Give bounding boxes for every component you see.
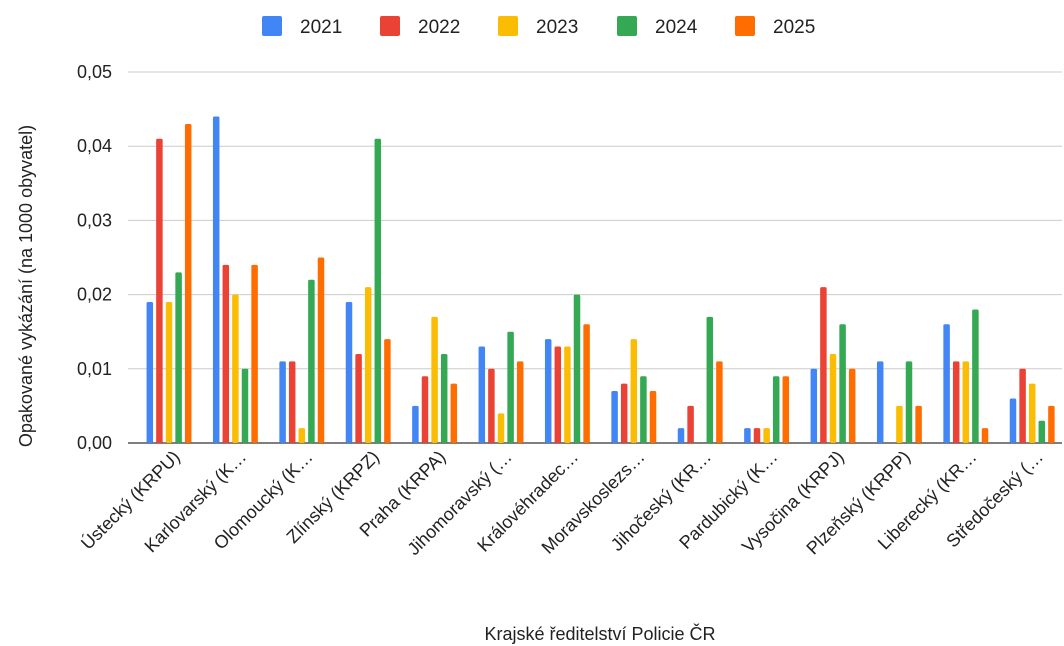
bar-2021-9: [744, 428, 751, 443]
y-tick-label: 0,02: [77, 285, 112, 305]
legend-swatch-2023: [498, 16, 518, 36]
bar-2021-5: [478, 346, 486, 443]
bar-2025-10: [848, 368, 856, 443]
bar-2025-2: [317, 257, 325, 443]
bar-2023-10: [829, 353, 837, 443]
y-tick-label: 0,00: [77, 433, 112, 453]
bar-2022-8: [687, 405, 694, 443]
bar-2024-12: [972, 309, 979, 443]
bar-2024-10: [839, 324, 846, 443]
legend-swatch-2021: [262, 16, 282, 36]
bar-2021-1: [212, 116, 220, 444]
bar-2024-7: [640, 376, 647, 443]
bar-2025-7: [649, 391, 657, 443]
legend-label-2024: 2024: [655, 17, 698, 38]
bar-2022-9: [753, 428, 761, 443]
bar-2021-2: [279, 361, 286, 443]
legend-label-2025: 2025: [773, 17, 815, 38]
bar-2022-6: [554, 346, 562, 443]
bar-2021-0: [146, 302, 154, 443]
bar-2022-3: [355, 353, 362, 443]
legend-swatch-2022: [380, 16, 400, 36]
bar-2024-3: [374, 138, 382, 443]
bar-2022-2: [288, 361, 296, 443]
bar-2021-6: [544, 339, 552, 443]
gridlines: [128, 71, 1062, 444]
bar-2022-5: [488, 368, 495, 443]
y-axis-title: Opakované vykázání (na 1000 obyvatel): [16, 125, 36, 447]
bar-2023-9: [763, 428, 770, 443]
bar-2022-7: [620, 383, 628, 443]
bar-2025-3: [384, 339, 391, 443]
bar-2024-13: [1038, 420, 1046, 443]
legend: 2021 2022 2023 2024 2025: [262, 16, 815, 38]
bar-2024-8: [706, 316, 714, 443]
bar-2023-0: [165, 302, 173, 443]
legend-swatch-2024: [617, 16, 637, 36]
bar-2025-1: [251, 264, 258, 443]
legend-label-2023: 2023: [536, 17, 578, 38]
bar-2021-11: [876, 361, 884, 443]
bar-2023-3: [364, 287, 372, 443]
bar-2023-13: [1028, 383, 1036, 443]
x-axis-title: Krajské ředitelství Policie ČR: [484, 623, 715, 644]
bar-2024-0: [175, 272, 182, 443]
bar-2024-4: [440, 353, 448, 443]
bar-2023-7: [630, 339, 638, 443]
bar-2025-6: [583, 324, 590, 443]
bar-2025-12: [981, 428, 989, 443]
bar-2023-11: [896, 405, 903, 443]
y-tick-label: 0,05: [77, 62, 112, 82]
bar-2023-1: [232, 294, 239, 443]
bar-2025-9: [782, 376, 790, 443]
bar-2025-0: [184, 123, 192, 443]
bar-2023-5: [497, 413, 505, 443]
y-tick-label: 0,01: [77, 359, 112, 379]
bar-2021-4: [412, 405, 419, 443]
bar-2023-12: [962, 361, 970, 443]
bar-2021-13: [1009, 398, 1017, 443]
bar-2022-4: [421, 376, 429, 443]
bar-2025-4: [450, 383, 458, 443]
bar-2025-13: [1048, 405, 1055, 443]
bar-2022-10: [820, 287, 827, 443]
bar-2024-5: [507, 331, 514, 443]
legend-label-2022: 2022: [418, 17, 460, 38]
bar-2024-6: [573, 294, 581, 443]
bar-2021-12: [943, 324, 950, 443]
legend-label-2021: 2021: [300, 17, 342, 38]
bar-2021-3: [345, 302, 353, 443]
bar-2024-1: [241, 368, 249, 443]
bar-2022-12: [952, 361, 960, 443]
y-tick-label: 0,04: [77, 136, 112, 156]
bar-2022-13: [1019, 368, 1026, 443]
bar-2025-8: [716, 361, 723, 443]
bar-2021-7: [611, 391, 618, 443]
bar-2025-11: [915, 405, 922, 443]
bar-2024-11: [905, 361, 913, 443]
y-tick-label: 0,03: [77, 210, 112, 230]
y-axis-tick-labels: 0,00 0,01 0,02 0,03 0,04 0,05: [77, 62, 112, 453]
bar-2025-5: [516, 361, 524, 443]
bar-2023-2: [298, 428, 306, 443]
bar-2023-4: [431, 316, 438, 443]
bar-2024-2: [308, 279, 315, 443]
bar-2024-9: [772, 376, 780, 443]
bar-2021-10: [810, 368, 818, 443]
bar-2022-1: [222, 264, 230, 443]
legend-swatch-2025: [735, 16, 755, 36]
bar-2023-6: [564, 346, 571, 443]
bar-2022-0: [156, 138, 163, 443]
bar-2021-8: [677, 428, 685, 443]
bars: [146, 116, 1055, 444]
x-axis-tick-labels: Ústecký (KRPU)Karlovarský (K…Olomoucký (…: [76, 446, 1047, 559]
